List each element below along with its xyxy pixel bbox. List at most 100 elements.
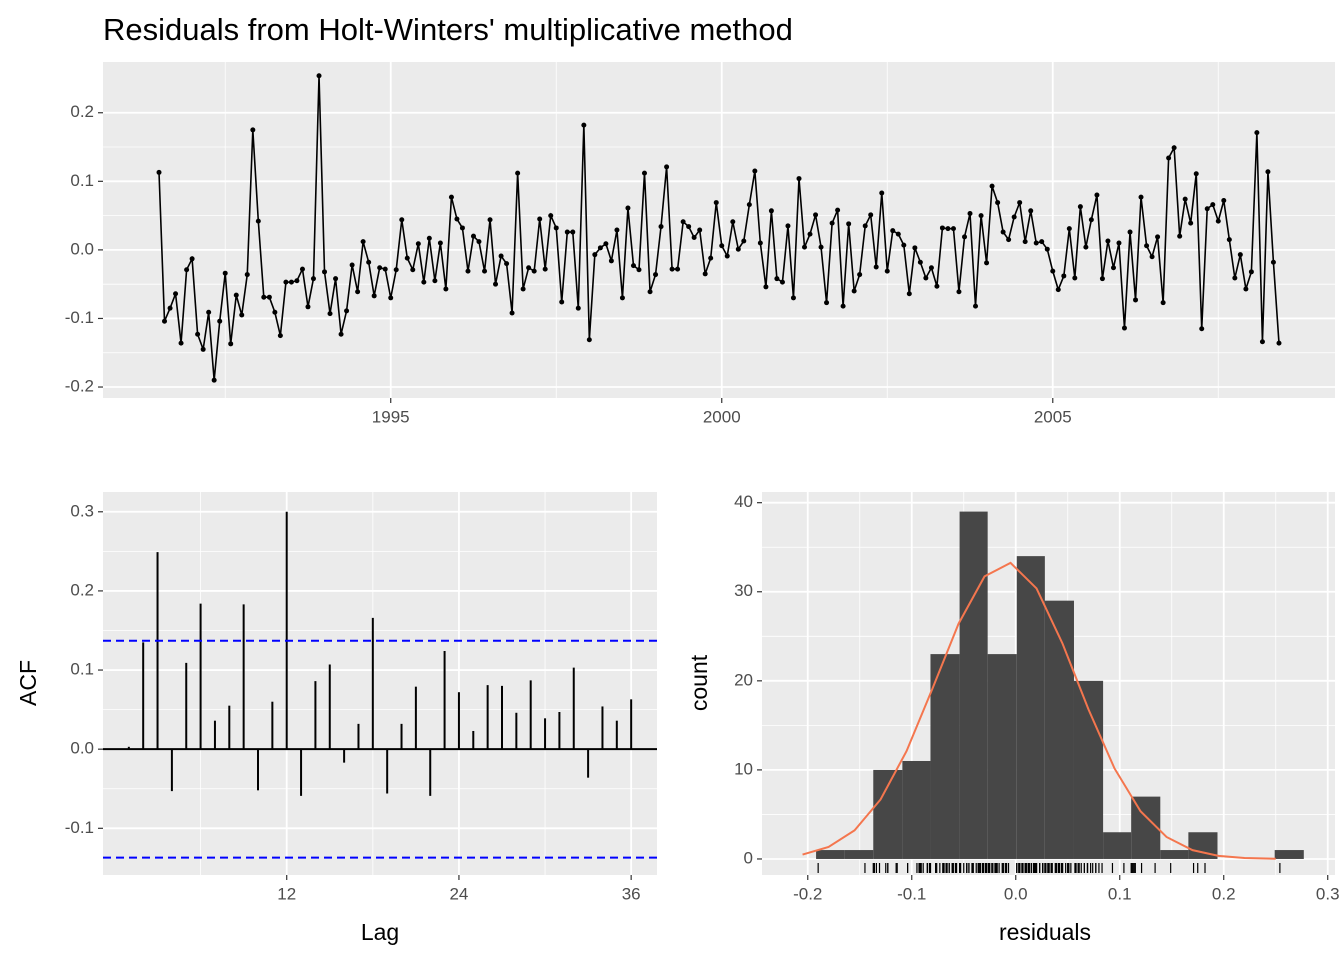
point (355, 289, 361, 295)
x-tick-label: 0.1 (1108, 884, 1132, 903)
point (597, 245, 603, 251)
point (382, 266, 388, 272)
point (1144, 243, 1150, 249)
point (675, 266, 681, 272)
point (1011, 214, 1017, 220)
point (272, 309, 278, 315)
histogram-bar (1016, 556, 1045, 859)
point (713, 200, 719, 206)
x-tick-label: 24 (449, 884, 468, 903)
histogram-bar (930, 654, 960, 859)
point (658, 224, 664, 230)
point (967, 211, 973, 217)
point (371, 293, 377, 299)
point (1149, 254, 1155, 260)
point (310, 276, 316, 282)
point (195, 331, 201, 337)
point (802, 244, 808, 250)
point (1188, 220, 1194, 226)
point (443, 286, 449, 292)
point (504, 261, 510, 267)
point (1121, 325, 1127, 331)
point (741, 238, 747, 244)
point (509, 310, 515, 316)
point (835, 207, 841, 213)
point (1022, 239, 1028, 245)
x-tick-label: 0.2 (1212, 884, 1236, 903)
point (487, 217, 493, 223)
point (1276, 340, 1282, 346)
point (1105, 238, 1111, 244)
chart-title: Residuals from Holt-Winters' multiplicat… (103, 12, 793, 47)
y-tick-label: -0.1 (65, 818, 94, 837)
point (1171, 145, 1177, 151)
point (459, 225, 465, 231)
histogram-bar (844, 850, 874, 859)
point (156, 169, 162, 175)
point (862, 223, 868, 229)
point (884, 268, 890, 274)
point (377, 265, 383, 271)
point (564, 229, 570, 235)
point (785, 223, 791, 229)
point (1182, 196, 1188, 202)
point (719, 243, 725, 249)
point (818, 244, 824, 250)
point (1083, 244, 1089, 250)
point (399, 217, 405, 223)
x-tick-label: 2005 (1034, 407, 1072, 426)
point (1210, 202, 1216, 208)
point (1044, 246, 1050, 252)
point (768, 208, 774, 214)
point (824, 300, 830, 306)
point (779, 279, 785, 285)
y-tick-label: 0.1 (70, 660, 94, 679)
point (316, 73, 322, 79)
point (746, 202, 752, 208)
point (570, 229, 576, 235)
point (366, 259, 372, 265)
point (283, 279, 289, 285)
point (421, 279, 427, 285)
y-tick-label: -0.2 (65, 377, 94, 396)
point (388, 295, 394, 301)
point (162, 318, 168, 324)
point (752, 168, 758, 174)
point (950, 226, 956, 232)
point (945, 226, 951, 232)
point (233, 292, 239, 298)
histogram-bar (1103, 832, 1132, 859)
point (200, 346, 206, 352)
point (1066, 226, 1072, 232)
point (1127, 229, 1133, 235)
y-tick-label: 20 (734, 670, 753, 689)
point (686, 224, 692, 230)
point (189, 256, 195, 262)
point (526, 265, 532, 271)
point (857, 272, 863, 278)
point (1232, 275, 1238, 281)
point (984, 260, 990, 266)
point (1099, 276, 1105, 282)
point (217, 318, 223, 324)
point (630, 263, 636, 269)
point (1094, 192, 1100, 198)
y-tick-label: -0.1 (65, 308, 94, 327)
point (708, 255, 714, 261)
point (691, 235, 697, 241)
point (393, 267, 399, 273)
point (1116, 240, 1122, 246)
point (222, 270, 228, 276)
point (1088, 217, 1094, 223)
point (1248, 269, 1254, 275)
point (476, 239, 482, 245)
point (404, 255, 410, 261)
point (901, 242, 907, 248)
point (266, 294, 272, 300)
point (906, 291, 912, 297)
y-tick-label: 0.0 (70, 239, 94, 258)
histogram-bar (1160, 850, 1189, 859)
y-tick-label: 0.2 (70, 102, 94, 121)
point (542, 266, 548, 272)
